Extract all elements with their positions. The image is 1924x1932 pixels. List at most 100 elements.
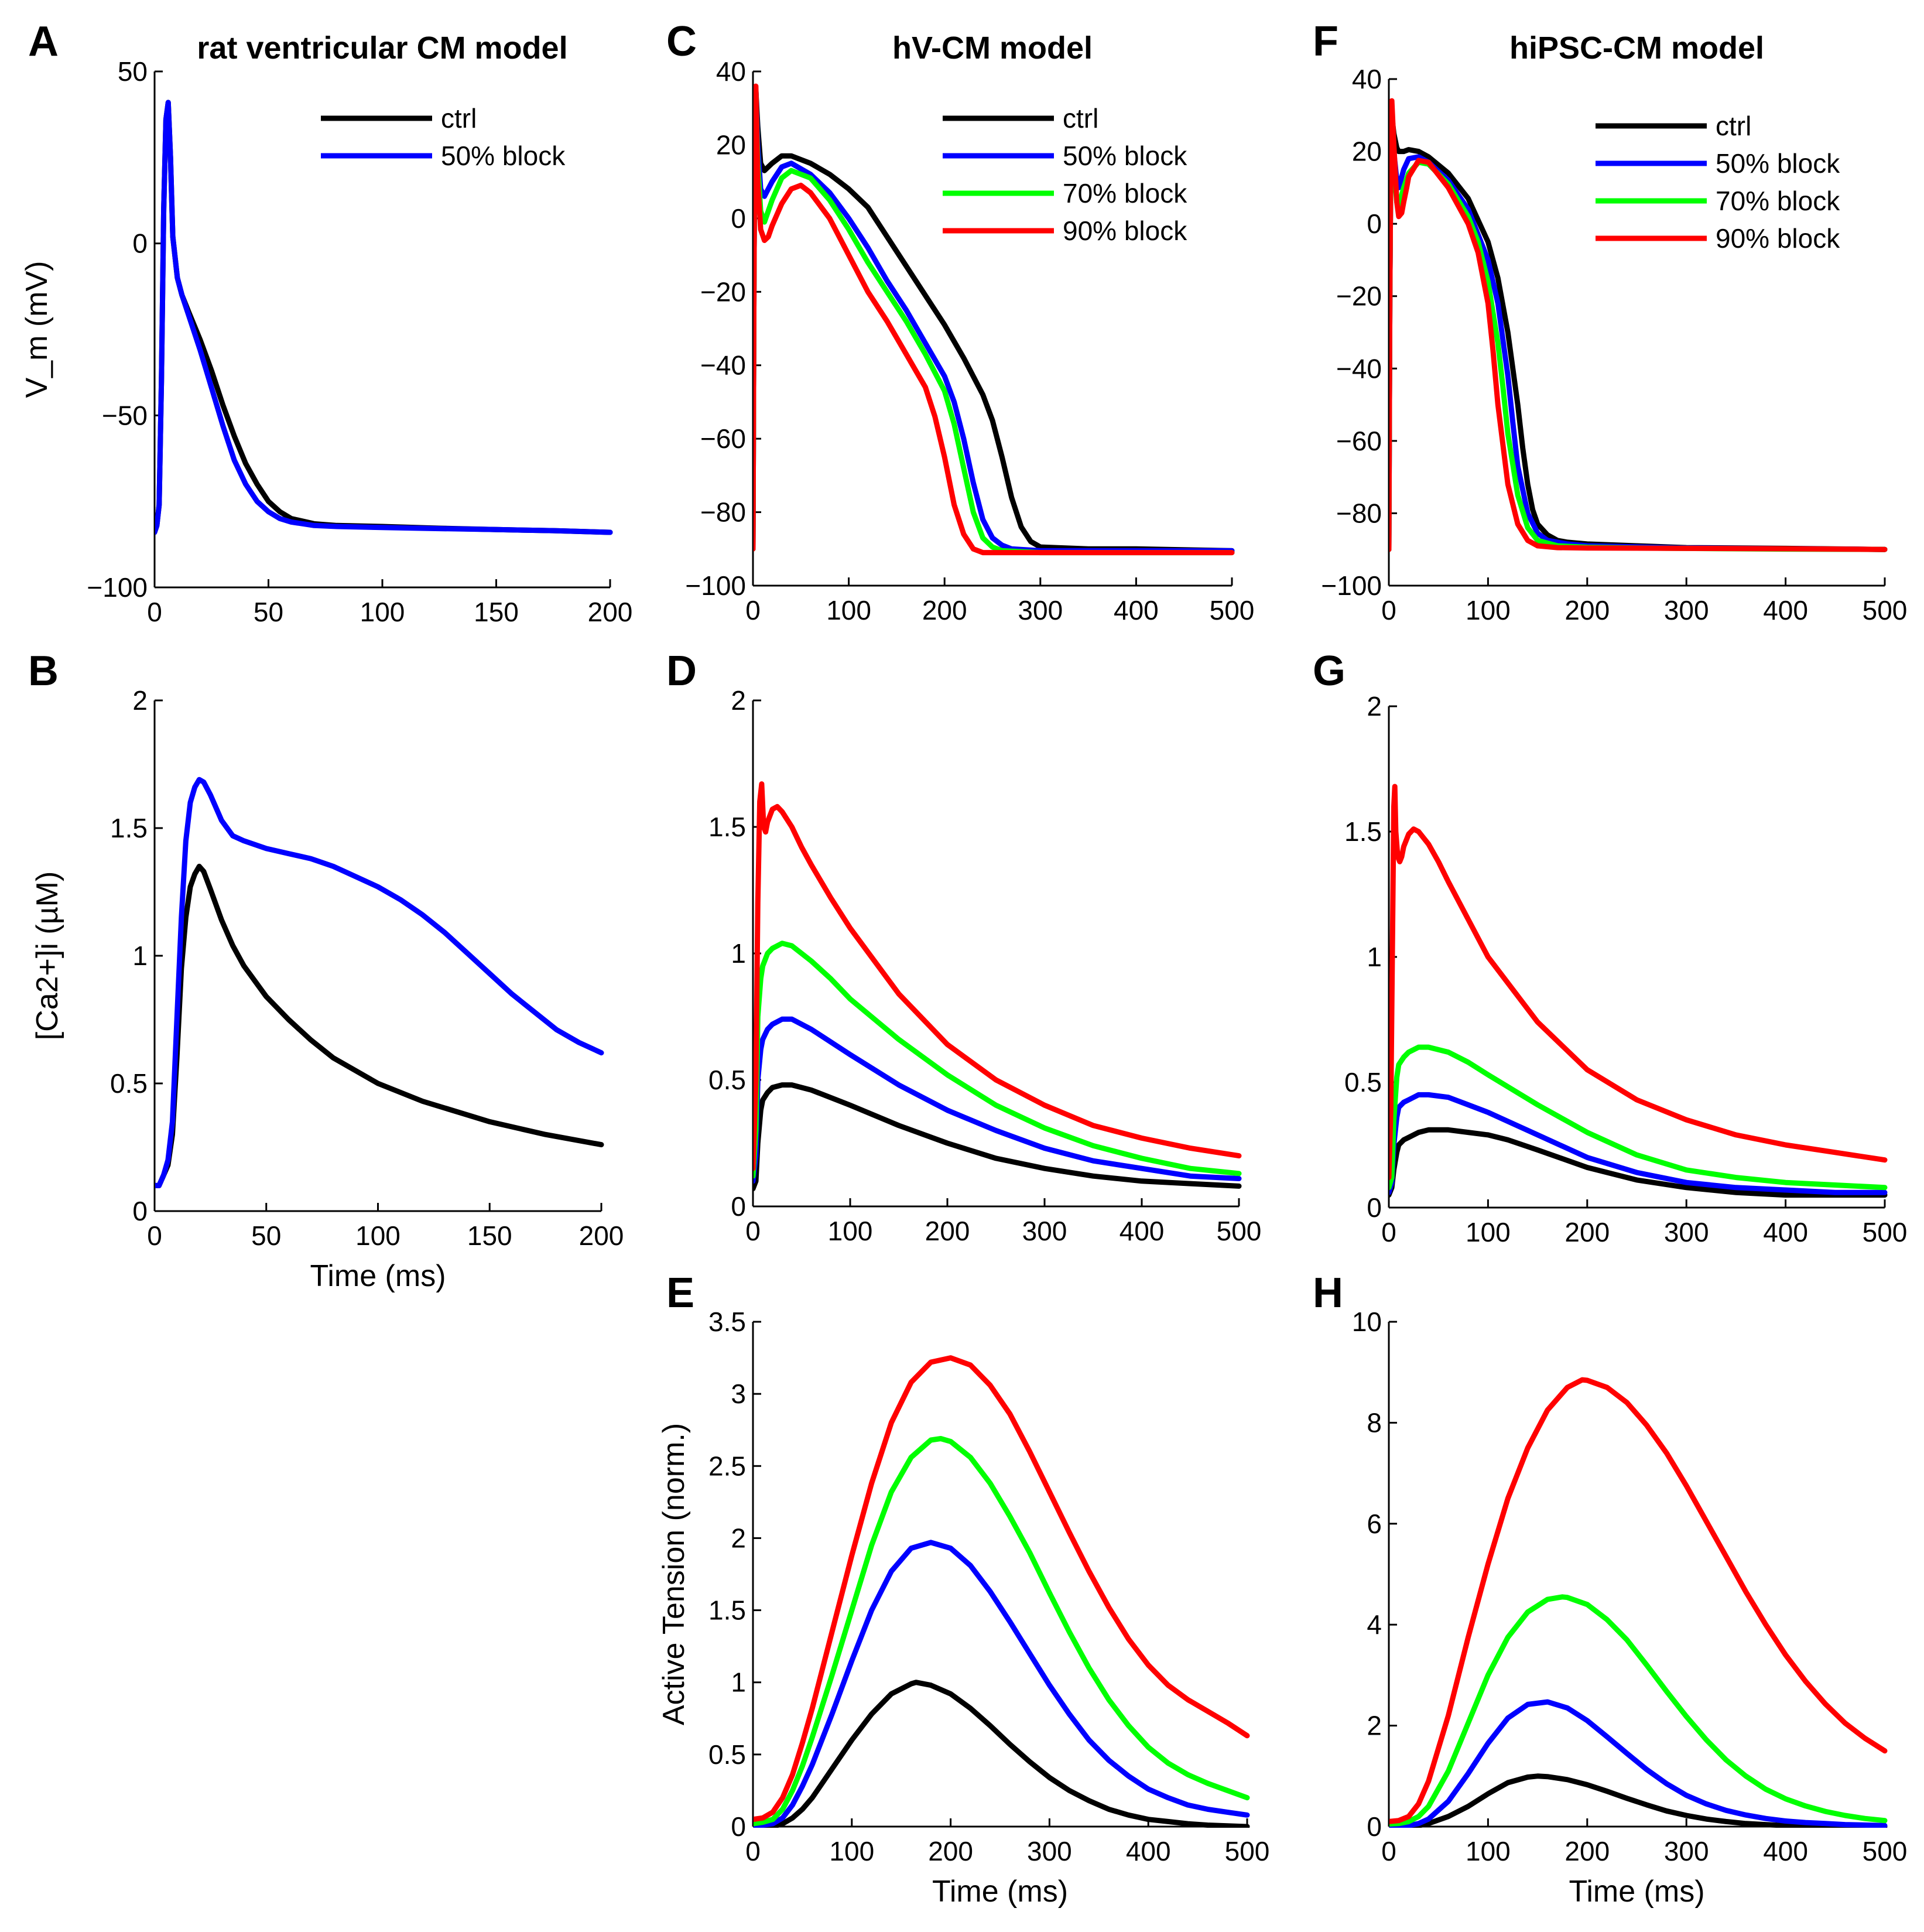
x-tick-label: 100 [828,1216,873,1246]
x-tick-label: 300 [1022,1216,1067,1246]
series-line-70-block [1389,1594,1888,1827]
x-tick-label: 400 [1114,595,1159,625]
legend-label: 70% block [1716,186,1840,216]
y-tick-label: 50 [118,56,148,87]
x-tick-label: 200 [1564,1836,1610,1866]
y-tick-label: 3 [731,1379,746,1409]
y-tick-label: 20 [1352,136,1382,167]
panel-letter: B [28,648,59,695]
x-tick-label: 500 [1863,595,1908,625]
y-tick-label: −100 [685,570,746,601]
x-tick-label: 200 [922,595,967,625]
panel-A: 0 50 100 150 200 −100 −50 0 50 A rat ventricular C… [20,18,632,627]
x-tick-label: 150 [474,597,519,627]
y-tick-label: 0.5 [708,1739,746,1770]
series-line-90-block [1389,784,1888,1180]
legend-label: 50% block [1716,148,1840,179]
y-tick-label: 0 [1367,208,1382,239]
x-tick-label: 100 [1466,1217,1511,1247]
panel-title: hiPSC-CM model [1509,30,1764,66]
panel-title: hV-CM model [892,30,1093,66]
y-tick-label: 1.5 [708,812,746,842]
x-tick-label: 100 [355,1220,400,1251]
x-tick-label: 200 [579,1220,624,1251]
y-tick-label: −20 [1336,281,1382,312]
x-tick-label: 100 [1466,1836,1511,1866]
panel-letter: G [1313,648,1346,695]
y-tick-label: 0 [132,228,148,259]
series-line-50-block [1389,112,1888,552]
x-tick-label: 0 [745,595,761,625]
x-tick-label: 300 [1664,1836,1709,1866]
y-tick-label: −40 [1336,353,1382,384]
y-tick-label: 3.5 [708,1307,746,1337]
y-tick-label: 0 [731,1191,746,1222]
x-tick-label: 300 [1027,1836,1072,1866]
y-tick-label: 1 [731,938,746,969]
y-axis-label: V_m (mV) [20,261,54,398]
x-tick-label: 300 [1664,595,1709,625]
x-tick-label: 0 [745,1836,761,1866]
x-tick-label: 500 [1863,1217,1908,1247]
x-axis-label: Time (ms) [310,1259,446,1293]
y-tick-label: 2 [731,685,746,716]
x-tick-label: 0 [147,597,162,627]
series-line-70-block [1389,112,1888,552]
y-tick-label: 8 [1367,1407,1382,1438]
y-tick-label: 0.5 [708,1065,746,1095]
legend-label: 70% block [1063,178,1187,208]
series-line-ctrl [754,1680,1250,1828]
x-tick-label: 50 [254,597,283,627]
x-tick-label: 50 [251,1220,281,1251]
panel-letter: H [1313,1270,1343,1317]
panel-letter: D [666,648,697,695]
y-tick-label: 1 [1367,942,1382,972]
y-tick-label: 1.5 [110,813,148,843]
x-tick-label: 100 [826,595,871,625]
x-tick-label: 200 [1564,1217,1610,1247]
y-tick-label: 0.5 [1344,1067,1382,1097]
y-tick-label: 1 [731,1667,746,1698]
series-line-50-block [1389,1699,1888,1828]
legend-label: ctrl [441,103,477,134]
x-tick-label: 100 [360,597,405,627]
series-line-ctrl [1389,1127,1888,1198]
series-line-50-block [155,777,604,1188]
panel-G: 0 100 200 300 400 500 0 0.5 1 1.5 2G [1313,648,1907,1247]
legend-label: ctrl [1063,103,1098,134]
y-tick-label: 1.5 [1344,816,1382,847]
y-tick-label: −80 [1336,498,1382,528]
legend: ctrl 50% block [321,103,566,171]
y-tick-label: −60 [1336,426,1382,456]
y-tick-label: 0 [1367,1192,1382,1223]
series-line-ctrl [1389,112,1888,552]
y-tick-label: 2 [731,1523,746,1553]
panel-letter: E [666,1270,694,1317]
x-tick-label: 200 [1564,595,1610,625]
series-line-ctrl [1389,1773,1888,1828]
x-tick-label: 100 [829,1836,874,1866]
x-tick-label: 150 [467,1220,512,1251]
series-line-ctrl [754,1082,1242,1192]
y-tick-label: 10 [1352,1307,1382,1337]
series-line-90-block [754,1355,1250,1822]
series-line-70-block [754,941,1242,1179]
y-tick-label: 2 [1367,691,1382,721]
series-line-90-block [754,83,1235,556]
x-tick-label: 0 [147,1220,162,1251]
y-tick-label: 20 [716,129,746,160]
x-tick-label: 400 [1763,1217,1808,1247]
panel-letter: A [28,18,59,65]
x-tick-label: 0 [1381,1217,1396,1247]
y-tick-label: 0 [132,1196,148,1226]
y-tick-label: −60 [700,423,746,454]
x-tick-label: 200 [925,1216,970,1246]
panel-D: 0 100 200 300 400 500 0 0.5 1 1.5 2 D [666,648,1261,1246]
legend-label: ctrl [1716,111,1751,141]
y-tick-label: 2.5 [708,1451,746,1481]
legend: ctrl 50% block 70% block 90% block [943,103,1187,246]
panel-F: 0 100 200 300 400 500 −100 −80 −60 −40 −20 0 20 40 F hi… [1313,18,1907,625]
x-tick-label: 100 [1466,595,1511,625]
series-line-70-block [754,1436,1250,1827]
